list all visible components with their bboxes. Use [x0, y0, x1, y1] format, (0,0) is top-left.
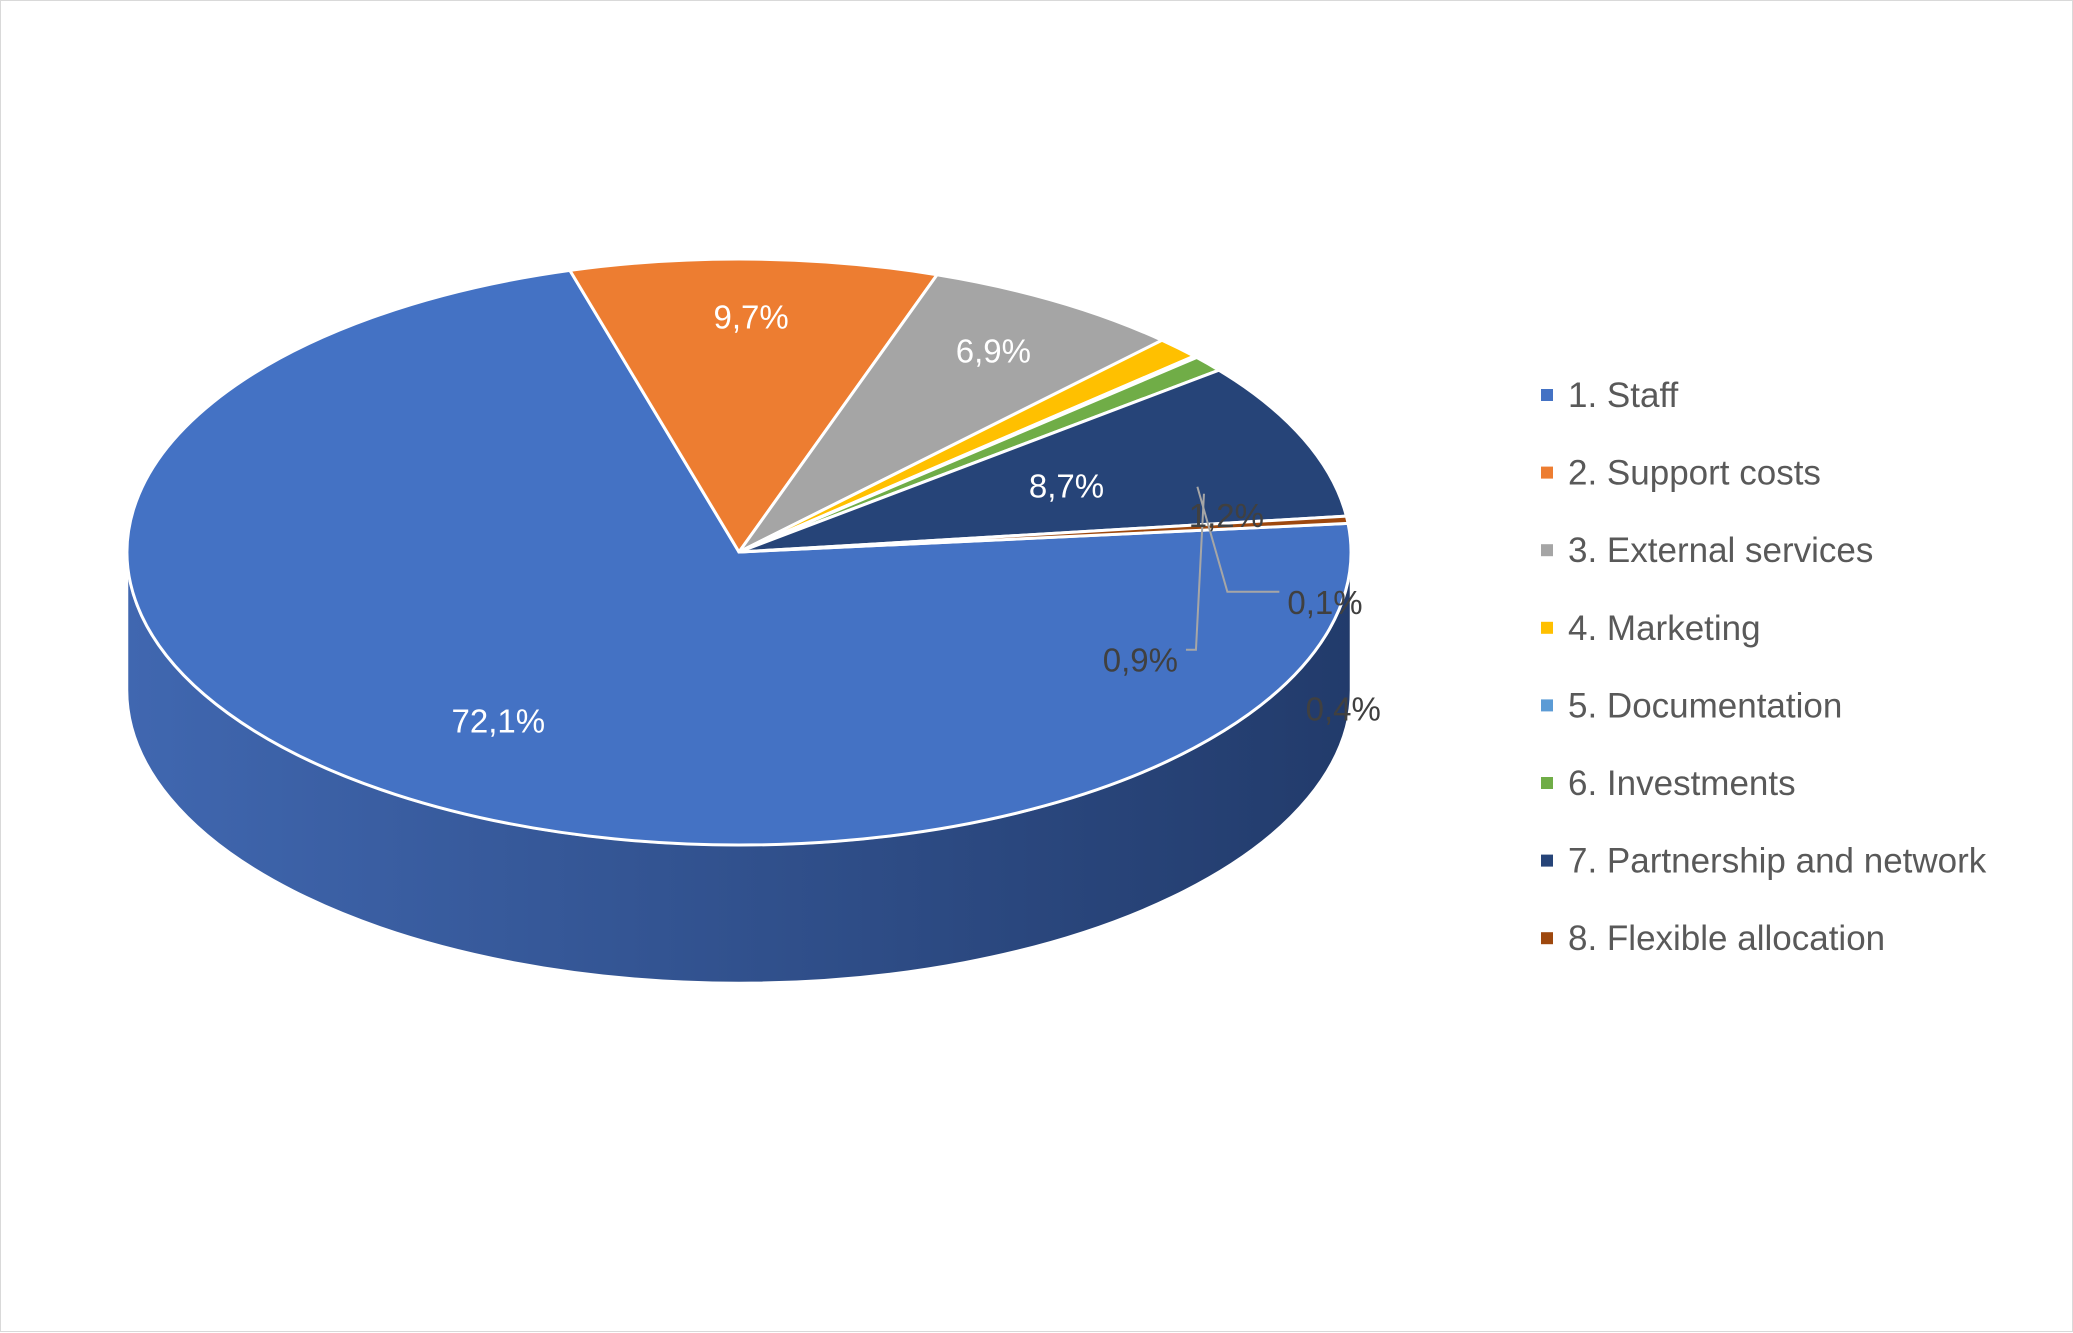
data-label-documentation: 0,1% [1287, 584, 1362, 621]
data-label-partnership-and-network: 8,7% [1029, 467, 1104, 504]
legend-swatch-marketing [1541, 621, 1553, 634]
pie-tops [125, 257, 1353, 847]
legend-label-external-services: 3. External services [1568, 531, 1873, 570]
leader-line-investments [1185, 493, 1205, 651]
pie-slice-flexible-allocation [737, 514, 1350, 554]
pie-slice-staff [125, 268, 1353, 847]
legend-swatch-documentation [1541, 699, 1553, 712]
legend-label-investments: 6. Investments [1568, 764, 1796, 803]
legend-swatch-flexible-allocation [1541, 932, 1553, 945]
data-label-external-services: 6,9% [956, 333, 1031, 370]
leader-lines [1185, 486, 1280, 651]
data-label-flexible-allocation: 0,4% [1306, 691, 1381, 728]
leader-line-documentation [1196, 486, 1280, 593]
data-label-support-costs: 9,7% [714, 299, 789, 336]
legend-swatch-investments [1541, 777, 1553, 789]
legend-label-documentation: 5. Documentation [1568, 686, 1842, 725]
legend-label-support-costs: 2. Support costs [1568, 454, 1821, 493]
pie-slice-external-services [737, 273, 1164, 554]
legend-label-marketing: 4. Marketing [1568, 609, 1761, 648]
legend-swatch-support-costs [1541, 466, 1553, 479]
legend: 1. Staff 2. Support costs 3. External serv… [1541, 376, 1987, 958]
legend-label-flexible-allocation: 8. Flexible allocation [1568, 919, 1885, 958]
data-label-staff: 72,1% [452, 703, 546, 740]
data-label-marketing: 1,2% [1189, 497, 1264, 534]
legend-swatch-external-services [1541, 544, 1553, 557]
data-label-investments: 0,9% [1103, 642, 1178, 679]
legend-label-partnership-and-network: 7. Partnership and network [1568, 842, 1987, 881]
pie-slice-support-costs [568, 257, 939, 554]
legend-label-staff: 1. Staff [1568, 376, 1679, 415]
legend-swatch-partnership-and-network [1541, 854, 1553, 867]
data-labels: 72,1% 9,7% 6,9% 1,2% 0,1% 0,9% 8,7% 0,4% [452, 299, 1381, 740]
pie-slice-partnership-and-network [737, 368, 1348, 554]
legend-swatch-staff [1541, 389, 1553, 401]
